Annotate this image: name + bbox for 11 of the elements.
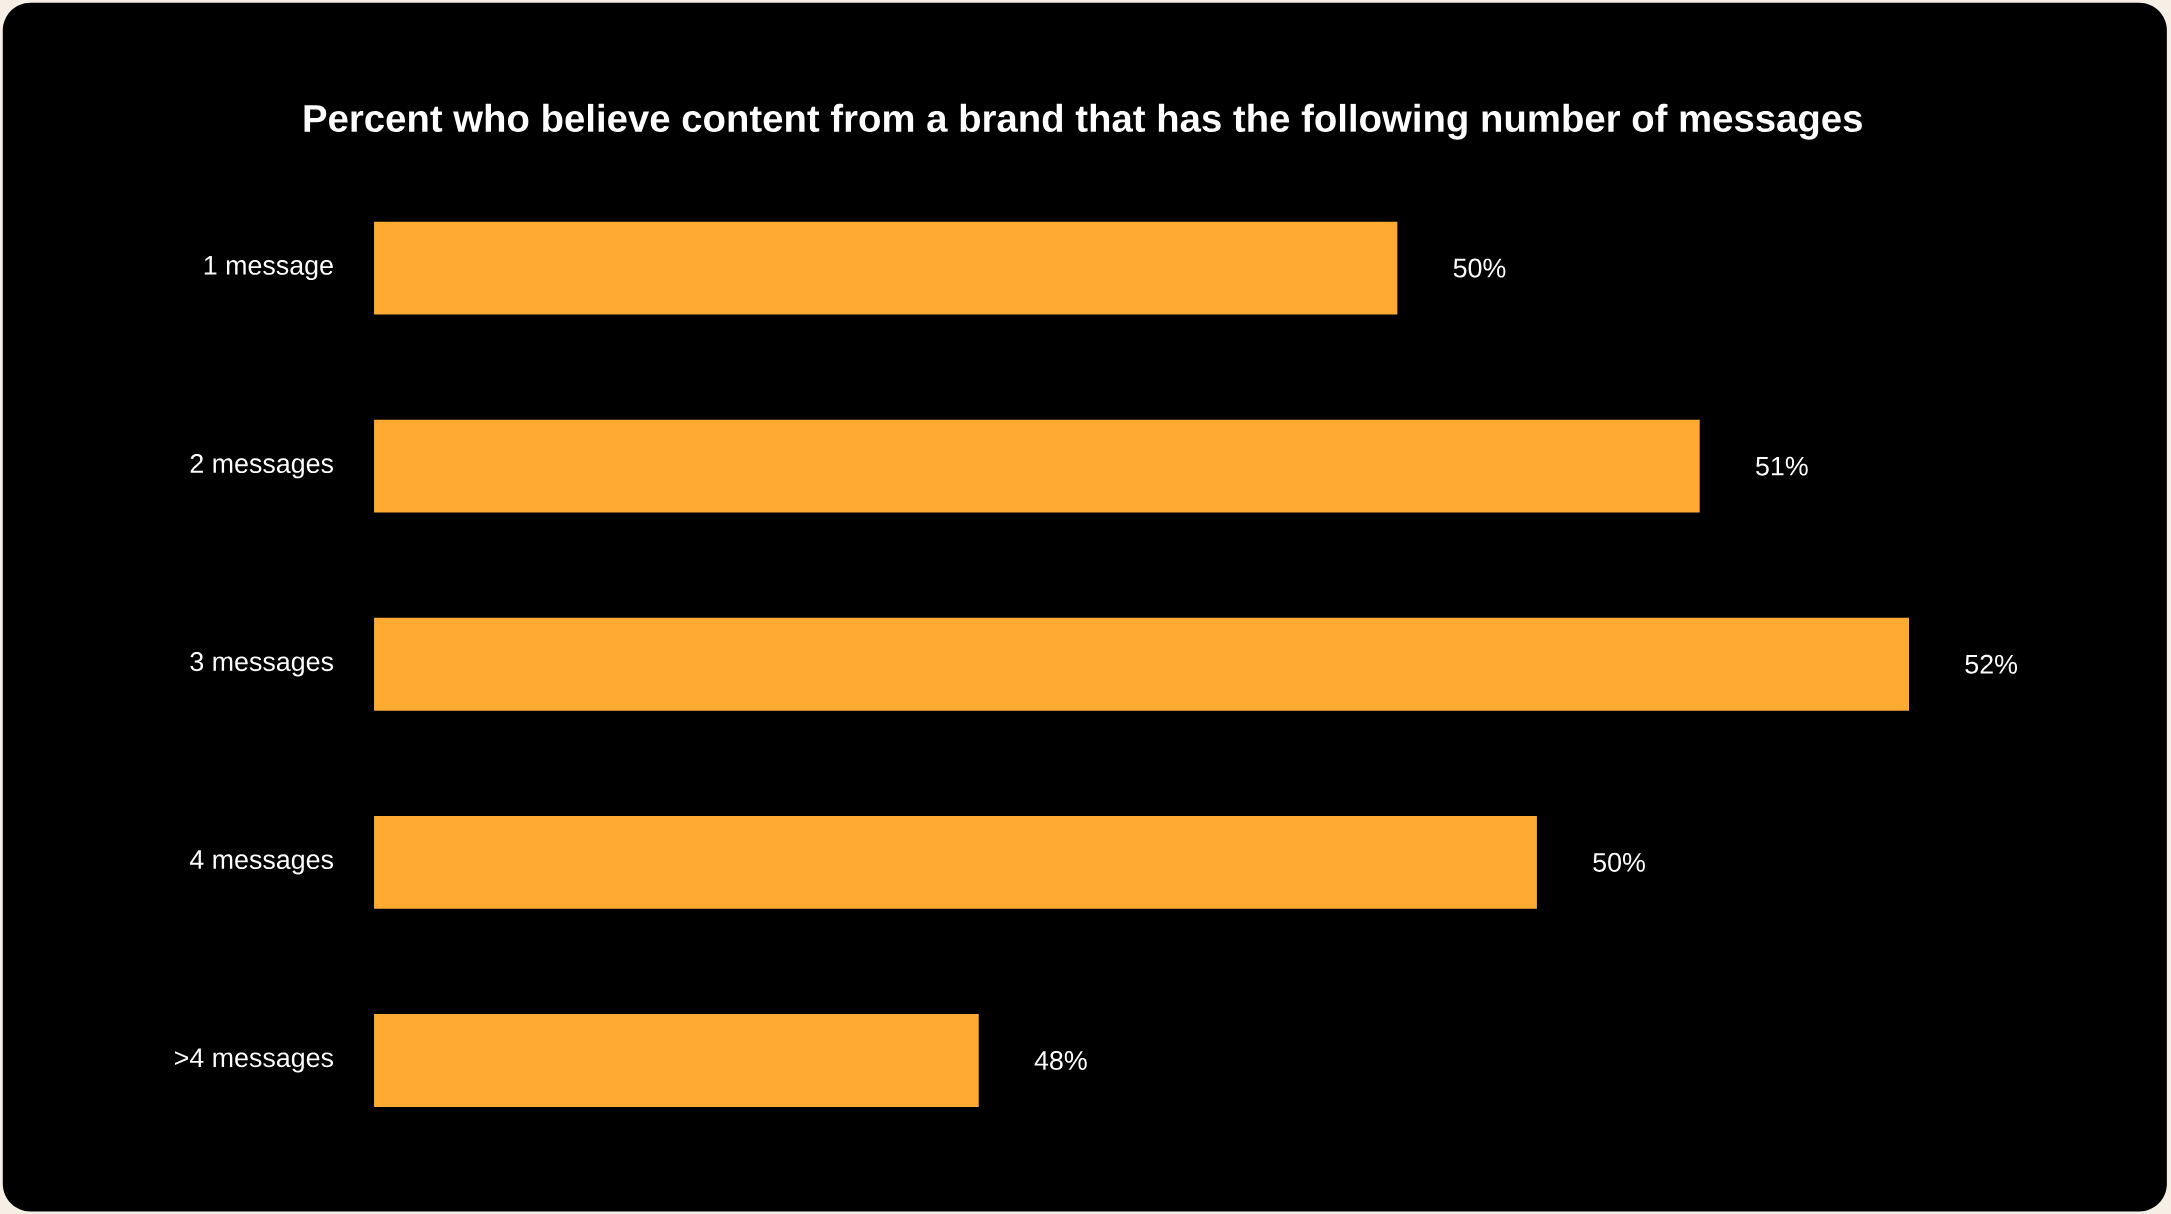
- y-tick-label: 1 message: [204, 255, 333, 280]
- chart-title: Percent who believe content from a brand that has the following number of messages: [304, 103, 1862, 140]
- data-label: 48%: [1034, 1050, 1087, 1070]
- y-tick-label: >4 messages: [174, 1048, 334, 1073]
- data-label: 50%: [1593, 852, 1645, 872]
- y-tick-label: 4 messages: [189, 850, 334, 875]
- data-label: 50%: [1453, 258, 1506, 278]
- y-tick-label: 2 messages: [190, 453, 334, 479]
- data-label: 51%: [1756, 456, 1808, 476]
- y-tick-label: 3 messages: [190, 651, 334, 677]
- data-label: 52%: [1965, 654, 2018, 674]
